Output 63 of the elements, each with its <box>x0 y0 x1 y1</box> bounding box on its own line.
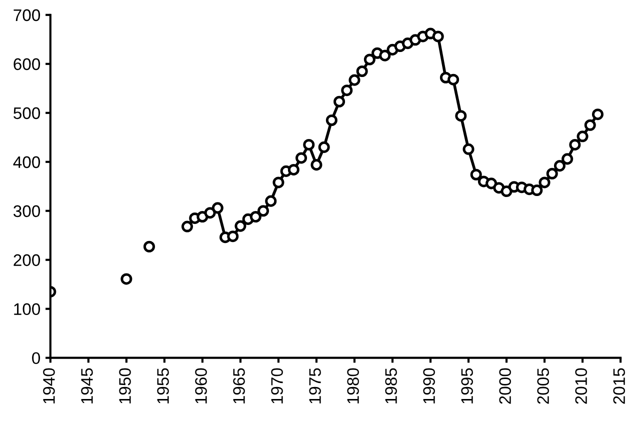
point <box>538 176 550 188</box>
y-tick-label: 200 <box>14 254 40 266</box>
x-tick-label: 2015 <box>613 368 626 404</box>
point <box>486 178 498 190</box>
x-tick-label: 1990 <box>423 368 435 404</box>
point <box>531 184 543 196</box>
point <box>288 164 300 176</box>
x-tick-label: 1955 <box>157 368 169 404</box>
point <box>204 207 216 219</box>
x-tick-label: 1950 <box>119 368 131 404</box>
point <box>326 114 338 126</box>
y-tick-label: 700 <box>14 9 40 22</box>
point <box>272 176 284 188</box>
point <box>470 168 482 180</box>
point <box>462 143 474 155</box>
x-tick-label: 1995 <box>461 368 473 404</box>
x-tick-label: 2005 <box>537 368 550 404</box>
point <box>265 195 277 207</box>
y-tick-label: 400 <box>13 156 40 168</box>
point <box>379 50 391 62</box>
x-tick-label: 1980 <box>347 368 359 404</box>
point <box>592 108 604 120</box>
point <box>569 138 581 150</box>
point <box>296 152 308 164</box>
point <box>257 205 270 217</box>
point <box>455 110 467 122</box>
y-tick-label: 100 <box>14 303 40 316</box>
x-tick-label: 1985 <box>385 368 397 404</box>
x-tick-label: 2010 <box>575 368 588 404</box>
point <box>448 74 460 86</box>
point <box>303 138 315 150</box>
point <box>341 84 353 96</box>
y-tick-label: 600 <box>14 58 40 70</box>
x-tick-label: 1945 <box>81 368 93 404</box>
point <box>250 210 262 223</box>
point <box>334 96 346 108</box>
point <box>310 159 322 171</box>
point <box>500 186 512 198</box>
point <box>318 141 330 153</box>
x-tick-label: 1940 <box>43 368 55 404</box>
point <box>227 230 239 242</box>
point <box>554 160 566 172</box>
point <box>546 168 558 180</box>
point <box>348 74 360 86</box>
point <box>562 153 574 165</box>
point <box>234 220 246 232</box>
point <box>364 54 376 66</box>
point <box>576 130 588 142</box>
point <box>120 273 132 285</box>
x-tick-label: 1970 <box>271 368 283 404</box>
x-tick-label: 1960 <box>195 368 207 404</box>
x-tick-label: 2000 <box>499 368 511 404</box>
point <box>212 202 224 214</box>
point <box>432 30 444 42</box>
point <box>181 220 193 232</box>
point <box>584 119 596 131</box>
point <box>356 65 368 78</box>
y-tick-label: 500 <box>14 107 40 120</box>
point <box>143 240 155 252</box>
x-tick-label: 1975 <box>309 368 321 404</box>
y-tick-label: 0 <box>32 352 40 364</box>
x-tick-label: 1965 <box>233 368 245 404</box>
y-tick-label: 300 <box>14 205 40 218</box>
